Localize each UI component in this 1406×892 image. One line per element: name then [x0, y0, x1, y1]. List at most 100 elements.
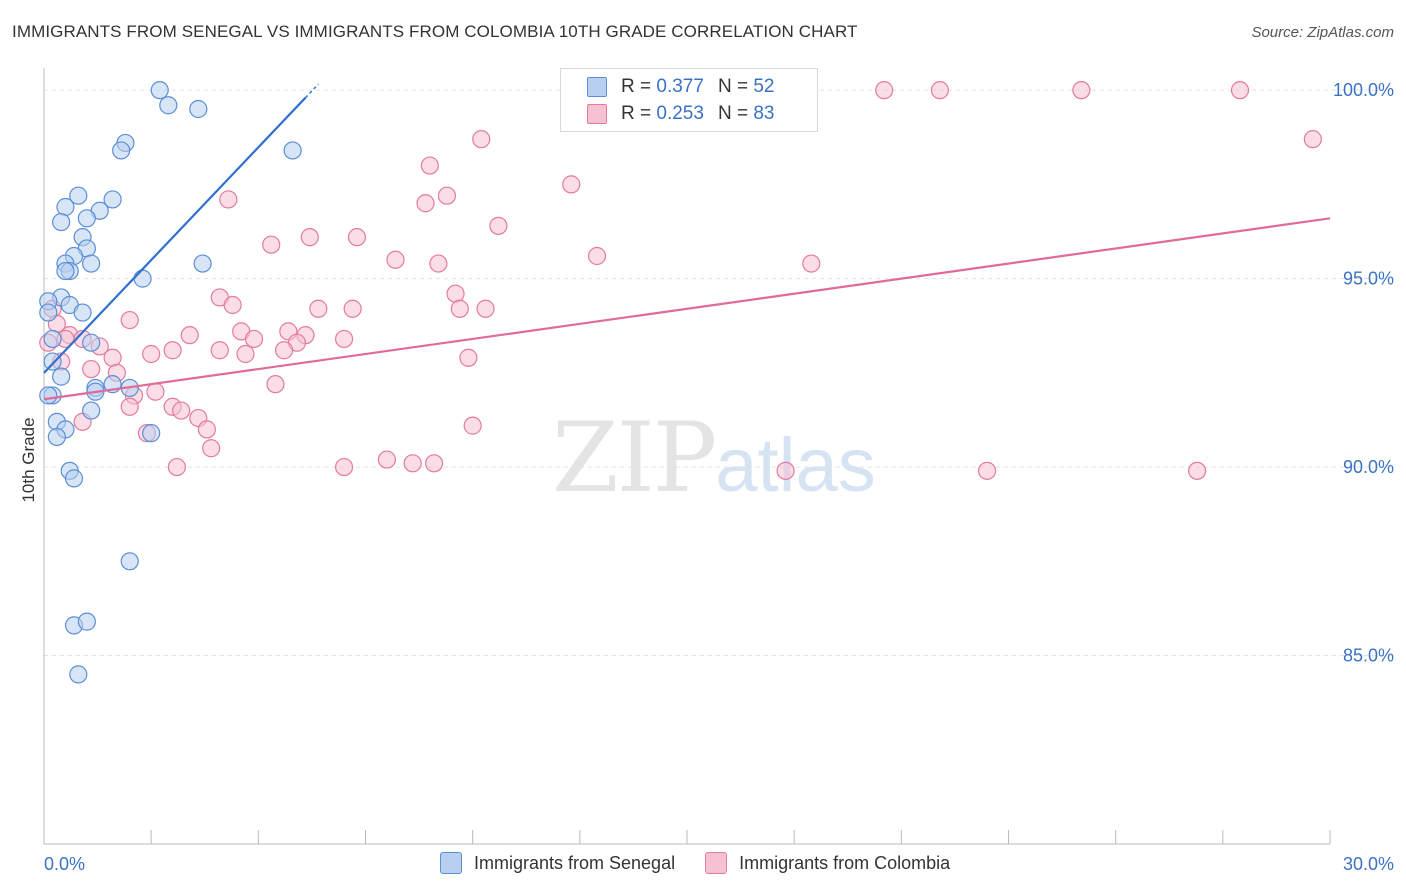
point-colombia-13 [347, 228, 367, 247]
point-colombia-11 [219, 190, 238, 209]
watermark: ZIPatlas [552, 402, 876, 514]
point-colombia-67 [334, 457, 354, 477]
point-colombia-40 [334, 329, 354, 349]
trendline-senegal [43, 96, 307, 374]
point-colombia-60 [197, 420, 216, 439]
point-senegal-26 [43, 329, 62, 349]
point-colombia-66 [424, 454, 444, 473]
point-colombia-22 [223, 295, 242, 315]
point-colombia-49 [103, 348, 122, 367]
point-senegal-1 [159, 96, 178, 115]
legend-n-value-senegal: 52 [753, 76, 775, 97]
legend-n-label-colombia: N = [717, 103, 749, 124]
point-senegal-39 [142, 424, 161, 443]
point-colombia-50 [82, 359, 101, 379]
bottom-legend-senegal: Immigrants from Senegal [440, 852, 675, 874]
bottom-legend-colombia: Immigrants from Colombia [705, 852, 950, 874]
point-colombia-8 [562, 175, 581, 194]
y-tick-label-3: 85.0% [1343, 646, 1394, 666]
point-colombia-34 [180, 326, 199, 345]
point-colombia-46 [236, 344, 255, 364]
x-tick-label-0: 0.0% [44, 854, 85, 874]
point-senegal-10 [77, 209, 96, 228]
point-colombia-7 [420, 156, 439, 175]
point-colombia-75 [1188, 461, 1207, 480]
point-colombia-3 [1072, 81, 1091, 100]
point-colombia-23 [309, 299, 328, 318]
bottom-legend-swatch-colombia [705, 852, 728, 874]
point-senegal-20 [133, 269, 152, 288]
point-colombia-42 [163, 341, 182, 360]
y-tick-label-2: 90.0% [1343, 457, 1394, 477]
point-colombia-69 [977, 461, 997, 480]
point-colombia-1 [875, 81, 894, 100]
point-colombia-65 [403, 454, 422, 473]
point-senegal-35 [39, 386, 58, 405]
watermark-zip: ZIP [552, 402, 717, 514]
point-colombia-4 [1230, 81, 1250, 100]
trendline-senegal-ext [304, 83, 319, 99]
legend-row-senegal: R = 0.377 N = 52 [587, 74, 774, 100]
bottom-legend-label-senegal: Immigrants from Senegal [474, 852, 676, 873]
legend-box: R = 0.377 N = 52 R = 0.253 N = 83 [560, 68, 818, 132]
point-colombia-9 [437, 186, 457, 205]
legend-row-colombia: R = 0.253 N = 83 [587, 101, 774, 127]
point-senegal-17 [193, 254, 212, 273]
point-colombia-12 [489, 216, 508, 235]
legend-swatch-colombia [587, 104, 607, 124]
legend-n-value-colombia: 83 [753, 103, 775, 124]
chart-source: Source: ZipAtlas.com [1251, 24, 1394, 41]
point-senegal-2 [189, 99, 208, 119]
point-colombia-64 [377, 450, 397, 469]
point-colombia-15 [262, 235, 281, 254]
point-senegal-19 [56, 261, 75, 281]
point-colombia-62 [463, 416, 482, 435]
point-colombia-45 [142, 344, 161, 364]
point-colombia-27 [120, 310, 139, 330]
y-axis-label: 10th Grade [19, 417, 38, 502]
point-colombia-19 [802, 254, 821, 273]
point-colombia-26 [476, 299, 495, 318]
point-colombia-38 [244, 329, 264, 349]
legend-r-value-senegal: 0.377 [656, 76, 704, 97]
point-colombia-10 [416, 194, 435, 213]
point-senegal-43 [120, 552, 139, 571]
point-colombia-17 [429, 254, 448, 273]
point-colombia-20 [446, 284, 465, 303]
trendline-colombia [43, 217, 1331, 401]
point-senegal-36 [82, 401, 101, 420]
legend-r-value-colombia: 0.253 [656, 103, 704, 124]
point-colombia-57 [172, 401, 191, 420]
point-colombia-14 [300, 228, 319, 247]
point-senegal-42 [64, 469, 84, 488]
y-tick-label-1: 95.0% [1343, 269, 1394, 289]
point-colombia-24 [343, 299, 362, 318]
point-senegal-11 [52, 212, 71, 232]
point-colombia-44 [274, 341, 294, 360]
point-senegal-24 [39, 303, 58, 322]
point-colombia-25 [450, 299, 469, 318]
point-colombia-72 [776, 461, 795, 480]
point-colombia-16 [386, 250, 405, 269]
point-colombia-53 [146, 382, 165, 401]
point-senegal-45 [77, 612, 96, 631]
point-senegal-5 [283, 141, 302, 160]
bottom-legend-label-colombia: Immigrants from Colombia [739, 852, 951, 873]
point-senegal-0 [150, 81, 169, 100]
point-colombia-2 [930, 81, 950, 100]
bottom-legend: Immigrants from Senegal Immigrants from … [440, 852, 980, 874]
point-colombia-43 [210, 341, 229, 360]
point-colombia-47 [459, 348, 478, 367]
point-senegal-29 [52, 367, 71, 386]
legend-swatch-senegal [587, 77, 607, 97]
bottom-legend-swatch-senegal [440, 852, 462, 874]
legend-n-label-senegal: N = [717, 76, 749, 97]
point-senegal-6 [69, 186, 88, 205]
point-senegal-25 [73, 303, 92, 322]
legend-r-label-colombia: R = [621, 103, 652, 124]
point-colombia-68 [167, 457, 186, 477]
point-colombia-63 [202, 439, 221, 458]
y-tick-label-0: 100.0% [1333, 80, 1394, 100]
point-senegal-28 [43, 352, 62, 371]
